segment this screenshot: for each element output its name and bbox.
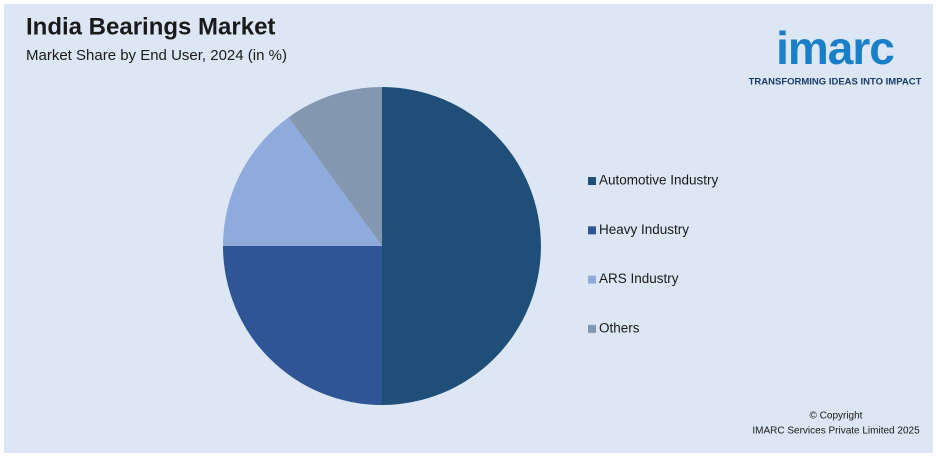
pie — [223, 87, 541, 405]
copyright: IMARC Services Private Limited 2025 — [752, 426, 920, 437]
logo-tagline: TRANSFORMING IDEAS INTO IMPACT — [749, 77, 922, 88]
pie-slice — [223, 117, 382, 246]
pie-slice — [382, 87, 541, 405]
legend-label: Others — [599, 320, 640, 335]
chart-title: India Bearings Market — [26, 13, 275, 40]
logo: imarc — [776, 22, 894, 74]
legend-swatch — [588, 275, 596, 284]
legend-swatch — [588, 324, 596, 333]
legend-label: Automotive Industry — [599, 173, 719, 188]
pie-slice — [223, 246, 382, 405]
legend: Automotive Industry Heavy Industry ARS Ind… — [588, 173, 719, 335]
legend-label: ARS Industry — [599, 271, 679, 286]
chart-subtitle: Market Share by End User, 2024 (in %) — [26, 47, 287, 64]
legend-swatch — [588, 226, 596, 235]
copyright: © Copyright — [810, 411, 863, 422]
legend-swatch — [588, 177, 596, 185]
legend-label: Heavy Industry — [599, 222, 689, 237]
pie-slice — [288, 87, 382, 246]
